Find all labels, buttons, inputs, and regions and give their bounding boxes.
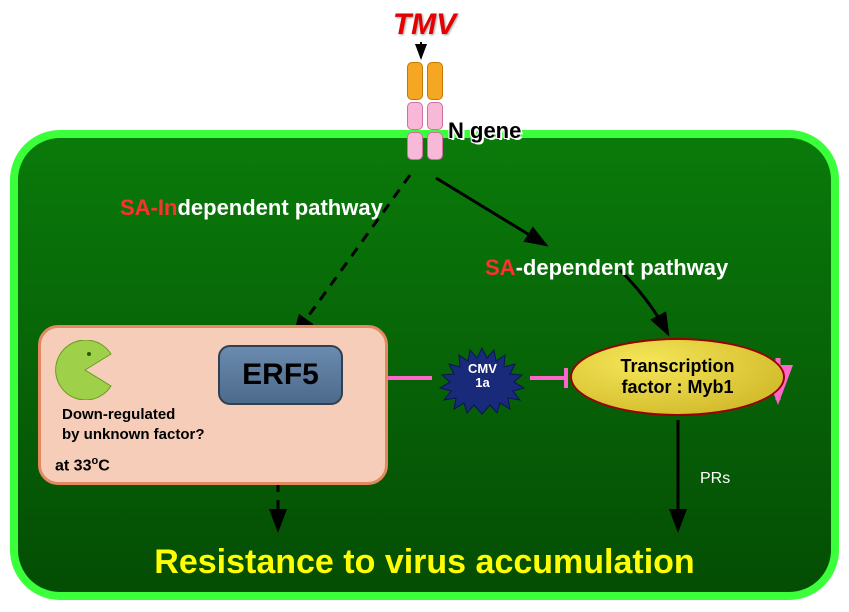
cmv-text: CMV 1a <box>455 362 510 391</box>
erf5-box: ERF5 <box>218 345 343 405</box>
sa-text2: SA <box>485 255 516 280</box>
sa-text: SA- <box>120 195 158 220</box>
rest-text2: -dependent pathway <box>516 255 729 280</box>
rest-text: dependent pathway <box>177 195 382 220</box>
cmv-l1: CMV <box>468 361 497 376</box>
resistance-label: Resistance to virus accumulation <box>154 543 694 582</box>
inset-temp: at 33oC <box>55 455 110 475</box>
myb-l2: factor : Myb1 <box>621 377 733 398</box>
inset-l2: by unknown factor? <box>62 426 205 443</box>
sa-independent-label: SA-Independent pathway <box>120 195 383 221</box>
inset-temp-num: at 33 <box>55 457 91 474</box>
ngene-label: N gene <box>448 118 521 144</box>
inset-l1: Down-regulated <box>62 406 175 423</box>
myb-l1: Transcription <box>620 356 734 377</box>
inset-temp-unit: C <box>98 457 110 474</box>
myb-ellipse: Transcription factor : Myb1 <box>570 338 785 416</box>
cmv-l2: 1a <box>475 375 489 390</box>
inset-downreg: Down-regulated by unknown factor? <box>62 405 205 444</box>
pacman-icon <box>55 340 115 400</box>
sa-dependent-label: SA-dependent pathway <box>485 255 728 281</box>
erf5-text: ERF5 <box>242 358 319 392</box>
tmv-label: TMV <box>393 8 456 42</box>
prs-label: PRs <box>700 470 730 488</box>
in-text: In <box>158 195 178 220</box>
receptor-icon <box>407 62 443 162</box>
